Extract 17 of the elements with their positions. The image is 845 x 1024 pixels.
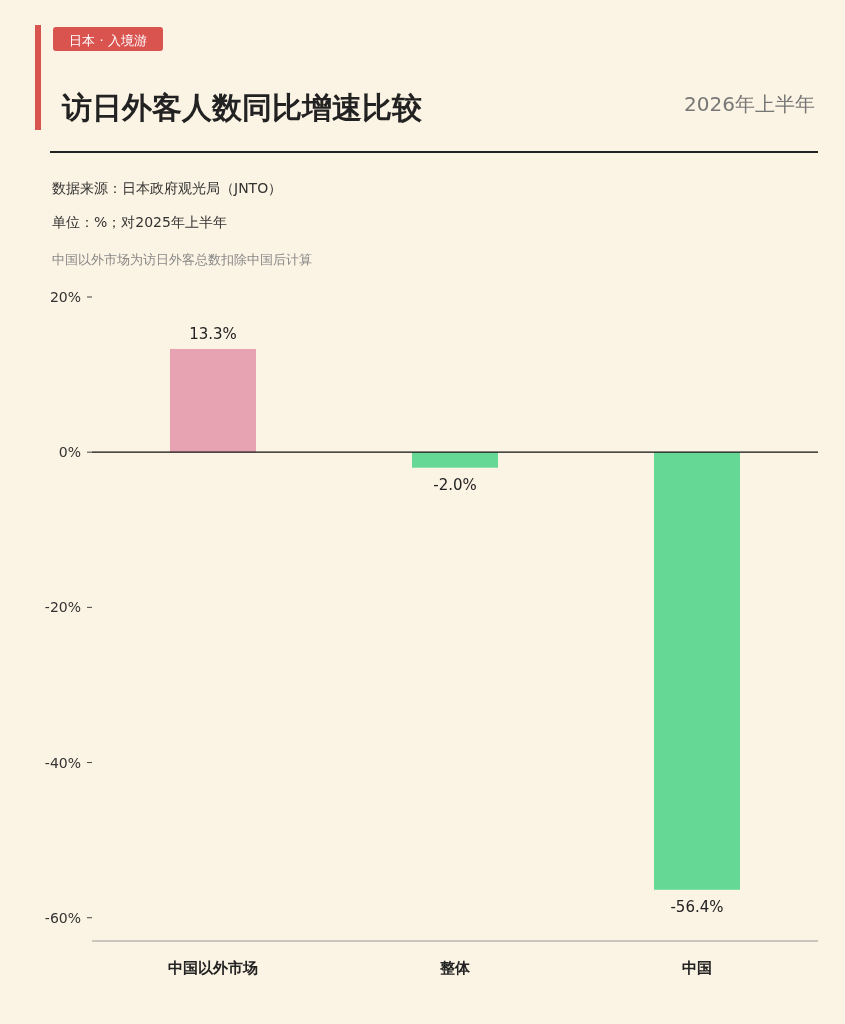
source-note: 数据来源：日本政府观光局（JNTO） [52, 180, 283, 196]
data-label: 13.3% [189, 324, 237, 343]
x-tick-label: 中国 [682, 959, 712, 977]
y-tick-label: 0% [58, 444, 81, 461]
data-label: -2.0% [433, 475, 477, 494]
y-tick-label: -40% [44, 754, 81, 771]
y-tick-label: 20% [49, 289, 81, 305]
text: 日本 · 入境游 [69, 33, 147, 48]
data-label: -56.4% [670, 897, 724, 916]
y-tick-label: -20% [44, 599, 81, 616]
text: 单位：%；对2025年上半年 [52, 214, 227, 230]
x-tick-label: 整体 [439, 959, 471, 977]
text: 中国以外市场为访日外客总数扣除中国后计算 [52, 252, 312, 267]
y-tick-label: -60% [44, 909, 81, 926]
chart-title: 访日外客人数同比增速比较 [61, 90, 423, 125]
chart-subtitle: 2026年上半年 [684, 92, 815, 116]
x-tick-label: 中国以外市场 [168, 959, 258, 977]
